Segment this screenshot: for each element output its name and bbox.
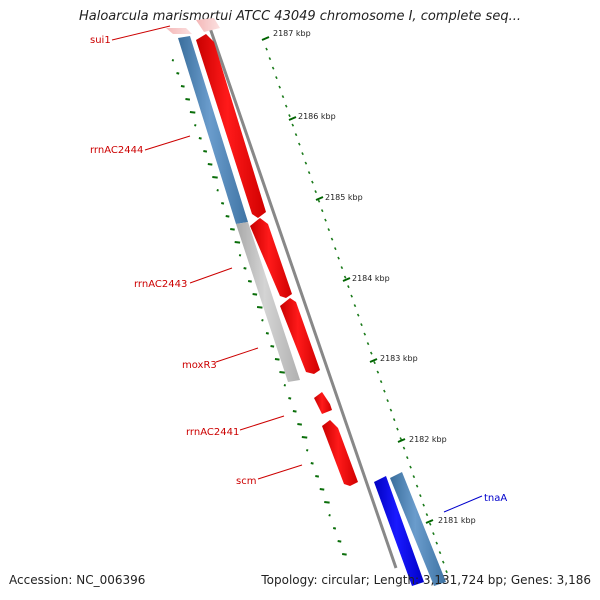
- backbone-line: [208, 27, 398, 569]
- feature-block-pink: [166, 28, 192, 34]
- ruler-tick-2186: [288, 116, 297, 121]
- ruler-tick-2181: [425, 519, 434, 524]
- gene-labels: sui1 rrnAC2444 rrnAC2443 moxR3 rrnAC2441…: [90, 25, 507, 513]
- gene-label-scm: scm: [236, 476, 256, 487]
- gene-arrow-scm: [322, 420, 358, 486]
- feature-block-gray: [236, 222, 300, 382]
- ruler-tick-2185: [315, 196, 324, 201]
- ruler-label-2186: 2186 kbp: [298, 112, 336, 121]
- ruler-label-2184: 2184 kbp: [352, 274, 390, 283]
- map-title: Haloarcula marismortui ATCC 43049 chromo…: [79, 9, 521, 24]
- feature-block-steel: [178, 36, 248, 224]
- cds-track: [196, 18, 424, 586]
- ruler-label-2182: 2182 kbp: [409, 435, 447, 444]
- ruler-tick-2184: [342, 277, 351, 282]
- topology-summary: Topology: circular; Length: 3,131,724 bp…: [261, 573, 591, 587]
- gc-skew-ticks-inner: [171, 59, 347, 556]
- ruler-label-2181: 2181 kbp: [438, 516, 476, 525]
- ruler-tick-2182: [397, 438, 406, 443]
- gene-arrow-sui1: [196, 18, 220, 32]
- gene-arrow-tnaA: [374, 476, 424, 586]
- cog-track: [166, 28, 446, 586]
- gene-label-tnaA: tnaA: [484, 493, 507, 504]
- gene-arrow-rrnAC2443: [250, 218, 292, 298]
- gene-arrow-moxR3: [280, 298, 320, 374]
- ruler-label-2185: 2185 kbp: [325, 193, 363, 202]
- ruler-tick-2183: [369, 358, 378, 363]
- gene-label-sui1: sui1: [90, 35, 111, 46]
- ruler-label-2187: 2187 kbp: [273, 29, 311, 38]
- gene-label-rrnAC2443: rrnAC2443: [134, 279, 187, 290]
- ruler-labels: 2187 kbp 2186 kbp 2185 kbp 2184 kbp 2183…: [261, 29, 476, 525]
- gc-content-ticks-outer: [265, 47, 448, 574]
- feature-block-steel-right: [390, 472, 446, 586]
- gene-arrow-rrnAC2444: [196, 34, 266, 218]
- ruler-tick-2187: [261, 36, 270, 41]
- ruler-label-2183: 2183 kbp: [380, 354, 418, 363]
- gene-arrow-rrnAC2441: [314, 392, 332, 414]
- accession-text: Accession: NC_006396: [9, 573, 146, 587]
- gene-label-moxR3: moxR3: [182, 360, 217, 371]
- gene-label-rrnAC2441: rrnAC2441: [186, 427, 239, 438]
- gene-label-rrnAC2444: rrnAC2444: [90, 145, 143, 156]
